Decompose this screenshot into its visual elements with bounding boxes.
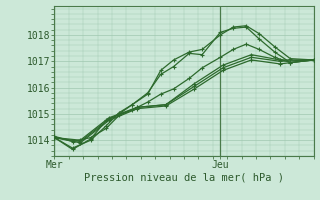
X-axis label: Pression niveau de la mer( hPa ): Pression niveau de la mer( hPa ): [84, 173, 284, 183]
